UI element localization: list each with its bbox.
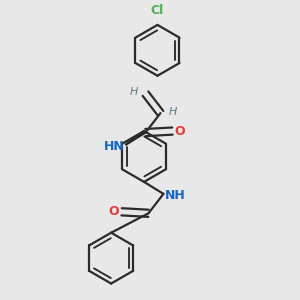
Text: O: O — [175, 124, 185, 138]
Text: HN: HN — [104, 140, 124, 152]
Text: H: H — [169, 106, 177, 117]
Text: H: H — [129, 87, 138, 97]
Text: O: O — [109, 205, 119, 218]
Text: Cl: Cl — [151, 4, 164, 16]
Text: NH: NH — [165, 189, 186, 202]
